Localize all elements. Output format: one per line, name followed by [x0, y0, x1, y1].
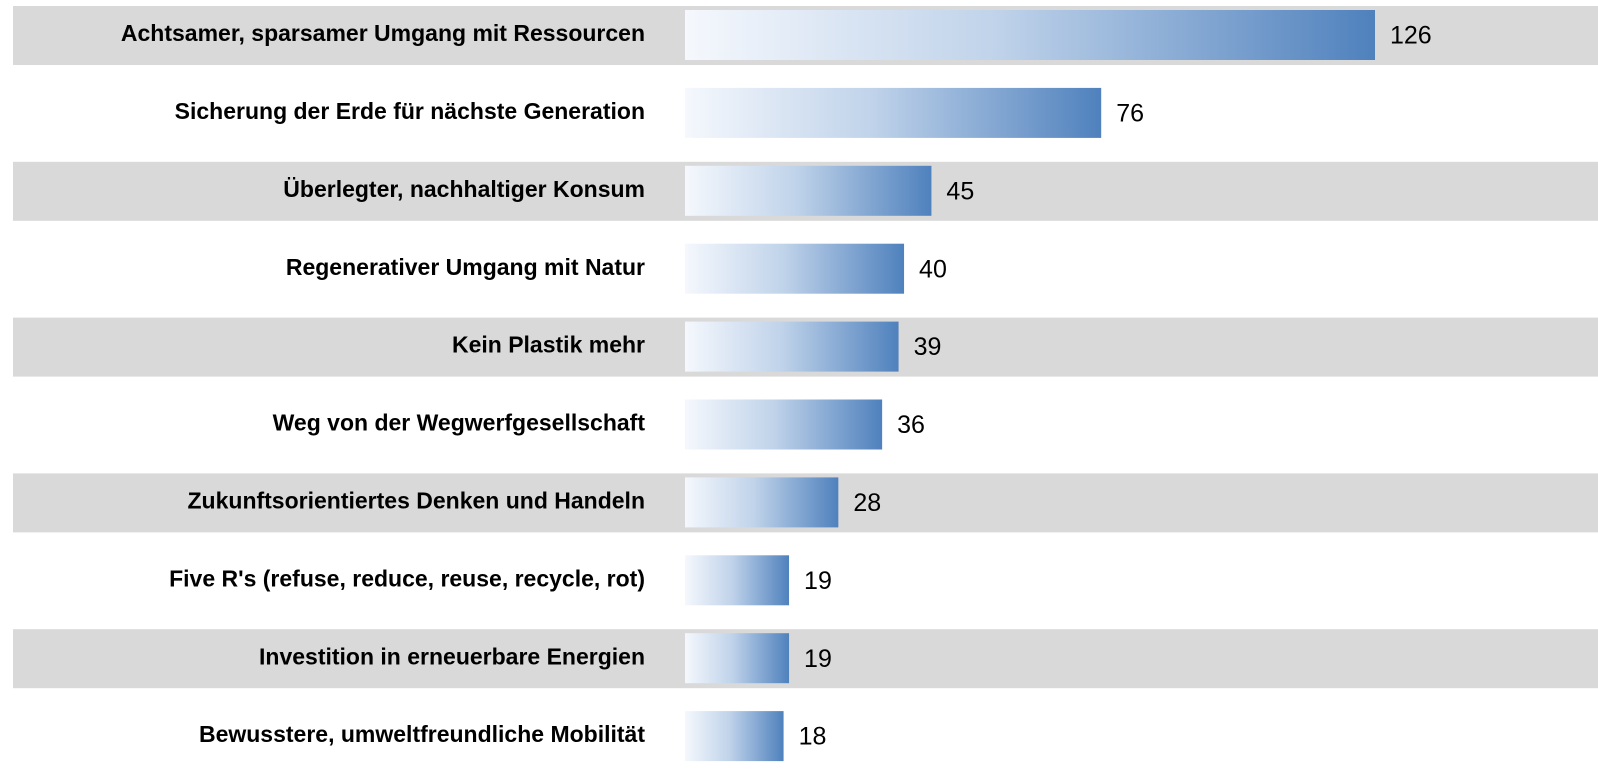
category-label: Sicherung der Erde für nächste Generatio…	[175, 98, 645, 124]
value-label: 36	[897, 411, 925, 439]
category-label: Investition in erneuerbare Energien	[259, 643, 645, 669]
category-label: Regenerativer Umgang mit Natur	[286, 254, 645, 280]
value-label: 28	[853, 489, 881, 517]
category-label: Kein Plastik mehr	[452, 332, 645, 358]
category-label: Achtsamer, sparsamer Umgang mit Ressourc…	[121, 20, 645, 46]
bar	[685, 321, 899, 372]
value-label: 45	[946, 177, 974, 205]
value-label: 126	[1390, 22, 1432, 50]
bar	[685, 555, 790, 606]
bar	[685, 165, 932, 216]
value-label: 76	[1116, 100, 1144, 128]
bar	[685, 477, 839, 528]
value-label: 19	[804, 567, 832, 595]
category-label: Bewusstere, umweltfreundliche Mobilität	[199, 721, 645, 747]
bar	[685, 399, 883, 450]
row-band	[13, 629, 1598, 689]
bar	[685, 243, 905, 294]
bar	[685, 10, 1375, 60]
bar	[685, 711, 784, 762]
value-label: 40	[919, 255, 947, 283]
value-label: 39	[914, 333, 942, 361]
category-label: Überlegter, nachhaltiger Konsum	[283, 176, 645, 202]
category-label: Weg von der Wegwerfgesellschaft	[273, 410, 646, 436]
category-label: Zukunftsorientiertes Denken und Handeln	[188, 487, 646, 513]
bar	[685, 633, 790, 684]
bar	[685, 87, 1102, 138]
value-label: 19	[804, 645, 832, 673]
value-label: 18	[799, 723, 827, 751]
category-label: Five R's (refuse, reduce, reuse, recycle…	[169, 565, 645, 591]
